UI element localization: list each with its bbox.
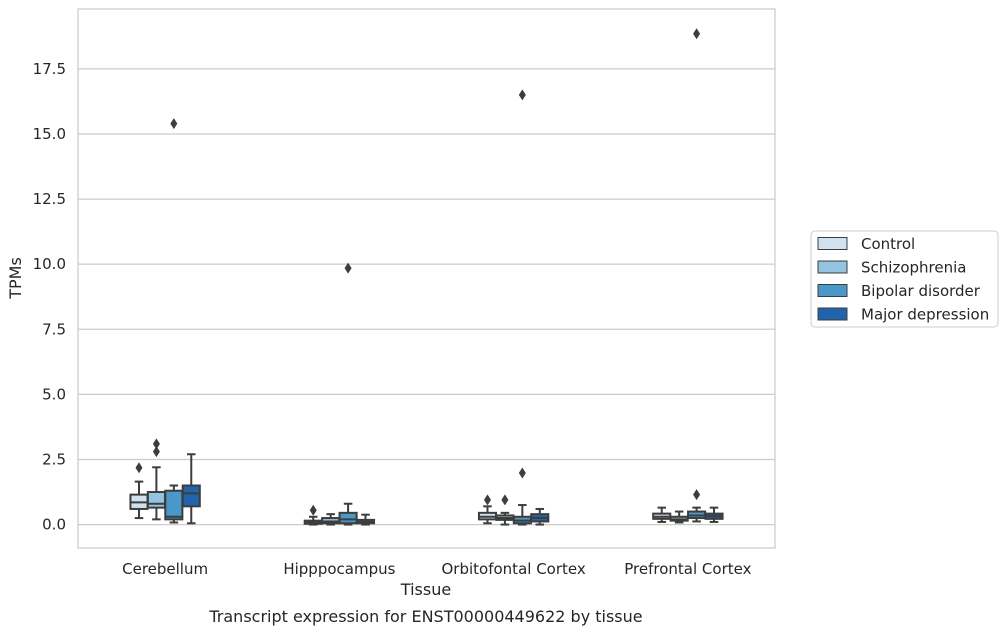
chart-caption: Transcript expression for ENST0000044962… bbox=[208, 607, 642, 626]
box-3-2 bbox=[687, 28, 707, 523]
y-tick-label: 7.5 bbox=[42, 320, 66, 338]
y-tick-label: 12.5 bbox=[33, 190, 66, 208]
legend-frame bbox=[810, 230, 999, 328]
outlier-point bbox=[693, 489, 701, 501]
box-0-2 bbox=[164, 118, 184, 524]
legend-label: Control bbox=[861, 235, 915, 253]
box-3-1 bbox=[669, 510, 689, 524]
legend-label: Major depression bbox=[861, 306, 989, 324]
x-axis-label: Tissue bbox=[400, 580, 451, 599]
box-1-0 bbox=[303, 504, 323, 526]
outlier-point bbox=[518, 467, 526, 479]
box-2-0 bbox=[477, 494, 498, 525]
box-body bbox=[164, 489, 184, 521]
outlier-point bbox=[135, 462, 143, 474]
y-tick-labels: 0.0 2.5 5.0 7.5 10.0 12.5 15.0 17.5 bbox=[33, 60, 66, 534]
legend-label: Bipolar disorder bbox=[861, 282, 981, 300]
x-tick-label: Prefrontal Cortex bbox=[624, 560, 751, 578]
legend-swatch bbox=[817, 307, 848, 321]
outlier-point bbox=[170, 118, 178, 130]
box-3-3 bbox=[704, 506, 724, 523]
box-2-3 bbox=[530, 507, 550, 526]
outlier-point bbox=[693, 28, 701, 40]
box-series bbox=[129, 28, 724, 526]
x-tick-label: Orbitofontal Cortex bbox=[442, 560, 586, 578]
box-1-3 bbox=[355, 513, 376, 526]
y-tick-label: 15.0 bbox=[33, 125, 66, 143]
legend: Control Schizophrenia Bipolar disorder Majo… bbox=[810, 230, 999, 328]
box-0-1 bbox=[146, 438, 166, 521]
outlier-point bbox=[152, 446, 160, 458]
box-3-0 bbox=[652, 506, 672, 523]
y-tick-label: 10.0 bbox=[33, 255, 66, 273]
box-1-2 bbox=[338, 262, 358, 526]
outlier-point bbox=[518, 89, 526, 101]
x-tick-label: Cerebellum bbox=[122, 560, 208, 578]
legend-swatch bbox=[817, 284, 848, 297]
box-0-3 bbox=[181, 453, 201, 525]
outlier-point bbox=[309, 504, 317, 516]
legend-swatch bbox=[817, 260, 848, 274]
box-body bbox=[338, 511, 358, 525]
y-tick-label: 0.0 bbox=[42, 516, 66, 534]
y-tick-label: 5.0 bbox=[42, 385, 66, 403]
outlier-point bbox=[152, 438, 160, 450]
box-0-0 bbox=[129, 462, 149, 520]
legend-swatch bbox=[817, 237, 848, 250]
box-2-1 bbox=[495, 494, 515, 526]
outlier-point bbox=[344, 262, 352, 274]
outlier-point bbox=[501, 494, 509, 506]
x-tick-labels: Cerebellum Hipppocampus Orbitofontal Corte… bbox=[122, 560, 751, 578]
box-body bbox=[181, 484, 201, 508]
y-tick-label: 17.5 bbox=[33, 60, 66, 78]
y-tick-label: 2.5 bbox=[42, 450, 66, 468]
box-body bbox=[146, 491, 166, 509]
outlier-point bbox=[483, 494, 491, 506]
plot-area bbox=[77, 8, 776, 549]
grid-lines bbox=[78, 68, 775, 526]
legend-label: Schizophrenia bbox=[861, 259, 966, 277]
x-tick-label: Hipppocampus bbox=[283, 560, 395, 578]
y-axis-label: TPMs bbox=[6, 257, 25, 300]
